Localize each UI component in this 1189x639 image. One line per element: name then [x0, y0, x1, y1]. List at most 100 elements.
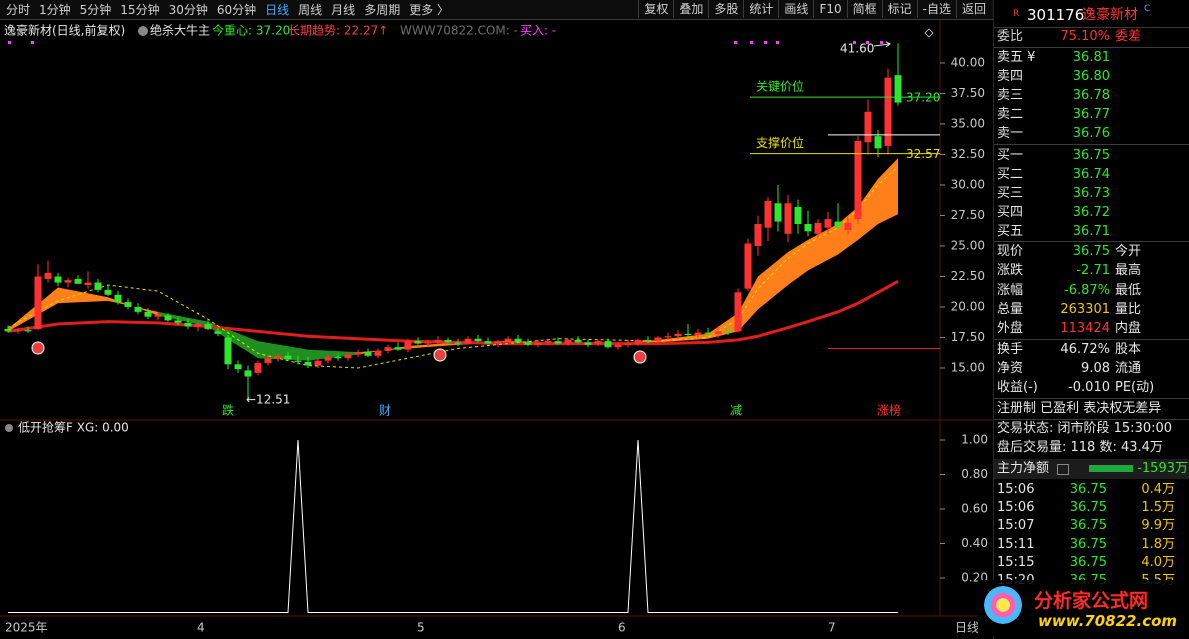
candle-body — [894, 75, 902, 103]
y-tick-label: 1.00 — [961, 433, 988, 447]
signal-icon — [633, 350, 647, 364]
book-price: 36.74 — [1072, 166, 1110, 182]
candle-body — [114, 294, 122, 303]
candle-body — [764, 200, 772, 228]
period-tab[interactable]: 月线 — [331, 3, 356, 17]
stat-label: 最低 — [1115, 282, 1142, 298]
candle-body — [544, 341, 552, 343]
legend-item: 长期趋势: 22.27↑ — [288, 24, 388, 38]
candle-body — [854, 141, 862, 220]
trend-band — [208, 321, 258, 359]
candle-body — [344, 354, 352, 359]
candle-body — [234, 364, 242, 370]
candle-body — [714, 331, 722, 334]
book-label: 买五 — [997, 223, 1024, 239]
separator — [994, 419, 1189, 420]
candle-body — [54, 276, 62, 283]
panel-text: 委差 — [1115, 29, 1142, 44]
candle-body — [134, 306, 142, 312]
period-tab[interactable]: 60分钟 — [216, 3, 257, 17]
candle-body — [454, 342, 462, 344]
period-tab[interactable]: 分时 — [6, 3, 31, 17]
action-button[interactable]: 画线 — [778, 0, 813, 18]
candle-body — [874, 136, 882, 149]
stat-label: 股本 — [1115, 341, 1142, 357]
book-price: 36.81 — [1072, 50, 1110, 65]
level-name: 支撑价位 — [756, 135, 804, 150]
market-tag: R — [1013, 9, 1020, 19]
trade-status: 交易状态: 闭市阶段 15:30:00 — [997, 421, 1173, 436]
action-button[interactable]: 标记 — [881, 0, 917, 18]
candle-body — [324, 356, 332, 361]
candle-body — [124, 302, 132, 307]
stat-value: -6.87% — [1064, 282, 1110, 298]
separator — [994, 339, 1189, 340]
tick-volume: 4.0万 — [1141, 554, 1175, 570]
candle-body — [294, 360, 302, 362]
candle-body — [244, 370, 252, 377]
period-tab[interactable]: 1分钟 — [39, 3, 71, 17]
period-tab[interactable]: 5分钟 — [79, 3, 112, 17]
action-button[interactable]: 复权 — [638, 0, 673, 18]
tick-volume: 9.9万 — [1141, 518, 1175, 534]
legend-item: 买入: - — [520, 24, 556, 38]
action-button[interactable]: 返回 — [955, 0, 991, 18]
date-label: 4 — [197, 621, 205, 635]
y-tick-label: 17.50 — [951, 330, 985, 344]
y-tick-label: 0.60 — [961, 502, 988, 516]
action-button[interactable]: 多股 — [708, 0, 743, 18]
period-tab[interactable]: 周线 — [298, 3, 323, 17]
stat-value: -2.71 — [1076, 263, 1110, 279]
candle-body — [154, 314, 162, 317]
flow-bar — [1089, 465, 1133, 472]
stock-code: 301176 — [1027, 6, 1085, 24]
candle-body — [604, 341, 612, 348]
watermark-url: www.70822.com — [1038, 612, 1178, 630]
date-label: 5 — [417, 621, 425, 635]
period-tab[interactable]: 多周期 — [364, 3, 401, 17]
action-button[interactable]: 统计 — [743, 0, 778, 18]
period-tab[interactable]: 更多 〉 — [409, 3, 450, 17]
tick-volume: 1.5万 — [1141, 500, 1175, 516]
candle-body — [64, 280, 72, 283]
candle-body — [474, 338, 482, 342]
y-tick-label: 22.50 — [951, 269, 985, 283]
candle-body — [24, 330, 32, 332]
candle-body — [224, 337, 232, 365]
book-label: 卖一 — [997, 126, 1024, 142]
action-button[interactable]: -自选 — [916, 0, 956, 18]
tick-price: 36.75 — [1069, 500, 1107, 516]
action-button[interactable]: 叠加 — [673, 0, 708, 18]
level-name: 关键价位 — [756, 79, 804, 94]
candle-body — [624, 343, 632, 345]
candle-body — [274, 355, 282, 359]
stock-tags: 注册制 已盈利 表决权无差异 — [997, 401, 1162, 416]
candle-body — [404, 341, 412, 350]
toolbar: 分时 1分钟 5分钟 15分钟 30分钟 60分钟 日线 周线 月线 多周期 更多 〉 复权 叠加 多股… — [0, 0, 993, 20]
trend-band — [858, 178, 878, 240]
candle-body — [554, 341, 562, 344]
stat-label: 涨跌 — [997, 263, 1024, 279]
candle-body — [364, 352, 372, 356]
stat-label: PE(动) — [1115, 380, 1155, 396]
y-tick-label: 0.40 — [961, 536, 988, 550]
book-price: 36.71 — [1072, 223, 1110, 239]
period-tab[interactable]: 日线 — [265, 3, 290, 17]
high-label: 41.60 — [840, 42, 874, 56]
period-tab[interactable]: 15分钟 — [120, 3, 160, 17]
y-tick-label: 27.50 — [951, 208, 985, 222]
stat-label: 内盘 — [1115, 321, 1142, 337]
candle-body — [464, 338, 472, 344]
candle-body — [584, 342, 592, 345]
candle-body — [94, 282, 102, 290]
action-button[interactable]: F10 — [813, 0, 846, 18]
stat-value: -0.010 — [1068, 380, 1110, 396]
stock-name: 逸豪新材 — [1082, 7, 1138, 23]
indicator-label: 低开抢筹F XG: 0.00 — [18, 420, 129, 435]
action-button[interactable]: 简框 — [846, 0, 882, 18]
flow-label: 主力净额 — [997, 461, 1050, 476]
period-tab[interactable]: 30分钟 — [168, 3, 208, 17]
indicator-name: 绝杀大牛主 — [150, 23, 210, 38]
quote-panel: R 301176 逸豪新材 C 委比 75.10% 委差 卖五 ¥ 36.81 卖四 36.80 卖三… — [993, 0, 1189, 639]
